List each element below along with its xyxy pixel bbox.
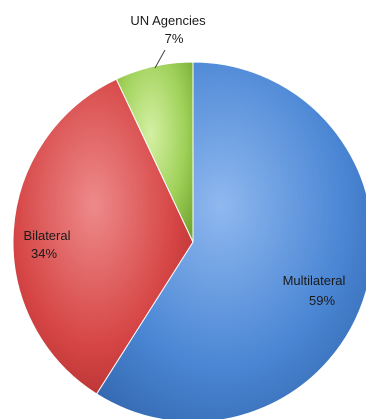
multilateral-label: Multilateral bbox=[283, 273, 346, 288]
bilateral-value: 34% bbox=[31, 246, 57, 261]
bilateral-slice bbox=[12, 78, 194, 395]
un-agencies-leader-line bbox=[154, 49, 166, 69]
multilateral-value: 59% bbox=[309, 293, 335, 308]
un-agencies-label: UN Agencies bbox=[130, 13, 206, 28]
un-agencies-slice bbox=[115, 61, 194, 243]
bilateral-label: Bilateral bbox=[24, 228, 71, 243]
un-agencies-value: 7% bbox=[165, 31, 184, 46]
